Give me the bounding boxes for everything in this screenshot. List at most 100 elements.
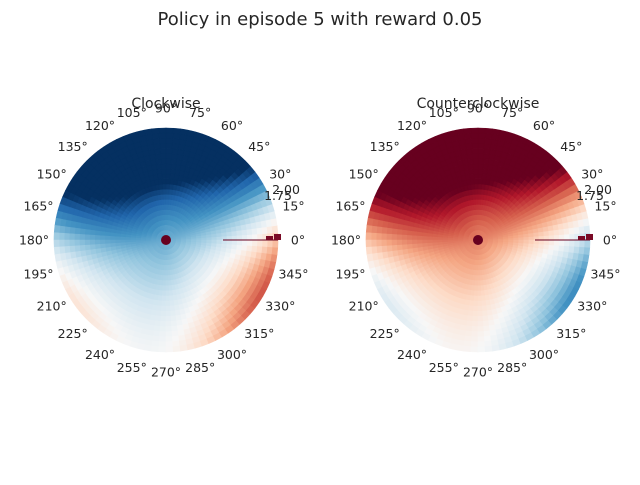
heatmap-cell	[482, 179, 486, 184]
heatmap-cell	[180, 345, 188, 351]
heatmap-cell	[95, 231, 101, 236]
heatmap-cell	[559, 234, 564, 240]
heatmap-cell	[90, 235, 95, 240]
heatmap-cell	[478, 204, 480, 209]
heatmap-cell	[478, 138, 485, 143]
heatmap-cell	[152, 133, 159, 139]
heatmap-cell	[539, 244, 544, 249]
heatmap-cell	[381, 227, 387, 234]
heatmap-cell	[478, 199, 481, 204]
heatmap-cell	[488, 240, 493, 241]
angle-tick-label: 345°	[278, 267, 308, 282]
heatmap-cell	[544, 244, 550, 249]
heatmap-cell	[166, 143, 172, 148]
heatmap-cell	[79, 240, 84, 246]
heatmap-cell	[216, 243, 221, 247]
heatmap-cell	[464, 133, 471, 139]
heatmap-cell	[492, 129, 500, 135]
heatmap-cell	[503, 240, 508, 242]
heatmap-cell	[154, 149, 160, 155]
heatmap-cell	[437, 237, 442, 240]
heatmap-cell	[402, 230, 408, 235]
heatmap-cell	[247, 245, 253, 251]
angle-tick-label: 285°	[497, 360, 527, 375]
heatmap-cell	[161, 311, 166, 316]
heatmap-cell	[478, 301, 482, 306]
heatmap-cell	[166, 184, 170, 189]
heatmap-cell	[456, 345, 464, 351]
heatmap-cell	[564, 240, 569, 246]
heatmap-cell	[471, 342, 478, 347]
heatmap-cell	[105, 240, 110, 244]
heatmap-cell	[472, 326, 478, 331]
heatmap-cell	[156, 311, 161, 317]
heatmap-cell	[471, 133, 478, 138]
center-marker	[473, 235, 483, 245]
heatmap-cell	[412, 236, 417, 240]
heatmap-cell	[473, 311, 478, 316]
heatmap-cell	[169, 184, 173, 189]
heatmap-cell	[467, 154, 473, 160]
heatmap-cell	[252, 234, 257, 240]
heatmap-cell	[227, 244, 232, 249]
heatmap-cell	[392, 245, 398, 251]
heatmap-cell	[166, 301, 170, 306]
ring-mark	[578, 236, 585, 240]
heatmap-cell	[161, 306, 166, 311]
heatmap-cell	[161, 316, 166, 321]
heatmap-cell	[484, 149, 490, 155]
heatmap-cell	[564, 246, 570, 252]
heatmap-cell	[155, 316, 161, 322]
heatmap-cell	[534, 244, 539, 248]
heatmap-cell	[544, 240, 549, 245]
heatmap-cell	[207, 240, 212, 243]
heatmap-cell	[484, 326, 490, 332]
heatmap-cell	[467, 321, 473, 327]
heatmap-cell	[484, 331, 491, 337]
heatmap-cell	[166, 189, 169, 194]
heatmap-cell	[485, 346, 493, 352]
angle-tick-label: 270°	[463, 365, 493, 380]
heatmap-cell	[484, 138, 491, 144]
heatmap-cell	[166, 169, 171, 174]
heatmap-cell	[407, 231, 413, 236]
heatmap-cell	[202, 240, 207, 243]
heatmap-cell	[478, 331, 484, 336]
heatmap-cell	[367, 218, 373, 226]
heatmap-cell	[371, 226, 377, 233]
heatmap-cell	[376, 227, 382, 234]
angle-tick-label: 315°	[556, 326, 586, 341]
heatmap-cell	[392, 229, 398, 235]
heatmap-cell	[534, 240, 539, 244]
heatmap-cell	[519, 240, 524, 243]
heatmap-cell	[163, 281, 166, 286]
heatmap-cell	[376, 240, 381, 247]
heatmap-cell	[381, 240, 386, 246]
heatmap-cell	[247, 240, 252, 246]
heatmap-cell	[161, 159, 166, 164]
heatmap-cell	[468, 311, 473, 317]
heatmap-cell	[470, 296, 474, 301]
heatmap-cell	[90, 240, 95, 245]
heatmap-cell	[569, 240, 574, 246]
heatmap-cell	[186, 240, 191, 242]
heatmap-cell	[162, 301, 166, 306]
heatmap-cell	[402, 240, 407, 245]
angle-tick-label: 345°	[590, 267, 620, 282]
heatmap-cell	[153, 336, 160, 342]
heatmap-cell	[166, 179, 170, 184]
heatmap-cell	[575, 240, 580, 247]
heatmap-cell	[412, 231, 417, 236]
heatmap-cell	[366, 225, 372, 233]
heatmap-cell	[493, 240, 498, 241]
heatmap-cell	[166, 296, 170, 301]
angle-tick-label: 180°	[331, 233, 361, 248]
heatmap-cell	[166, 306, 171, 311]
heatmap-cell	[574, 227, 580, 234]
heatmap-cell	[166, 164, 171, 169]
heatmap-cell	[397, 235, 402, 240]
heatmap-cell	[417, 232, 422, 236]
heatmap-cell	[110, 233, 115, 237]
heatmap-cell	[417, 236, 422, 240]
heatmap-cell	[161, 164, 166, 169]
